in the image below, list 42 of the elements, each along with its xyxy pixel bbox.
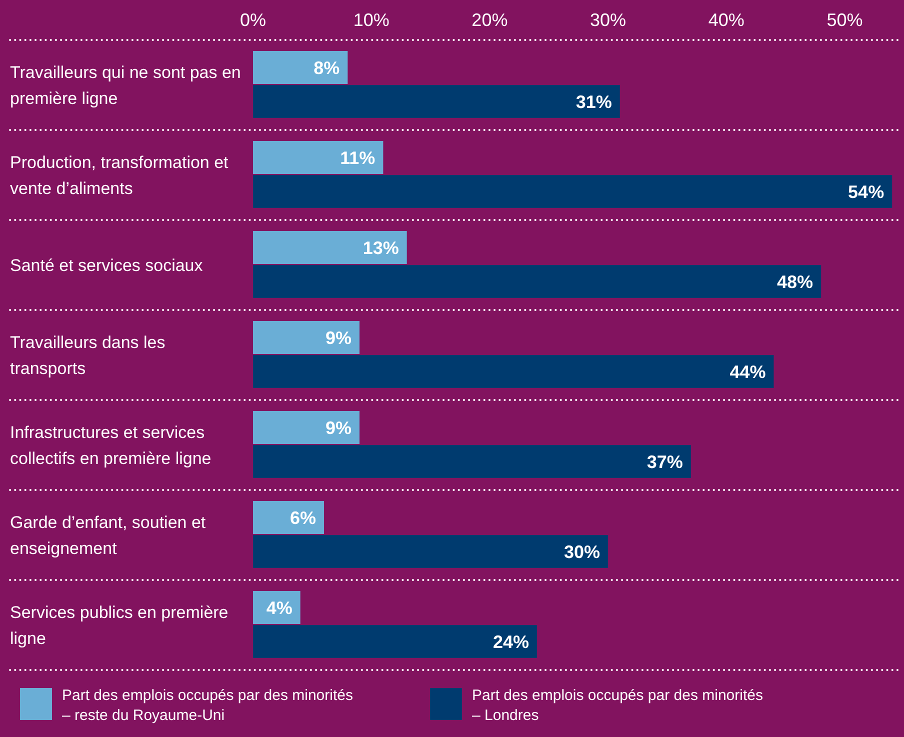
data-label: 31% — [576, 92, 612, 112]
data-label: 37% — [646, 452, 683, 472]
bar — [253, 51, 348, 84]
data-label: 9% — [326, 418, 352, 438]
y-tick-label: Services publics en première ligne — [10, 603, 228, 648]
bar — [253, 321, 360, 354]
data-label: 8% — [314, 58, 340, 78]
bar — [253, 625, 538, 658]
data-label: 11% — [340, 148, 376, 168]
y-tick-label: Travailleurs qui ne sont pas en première ligne — [10, 63, 241, 108]
x-tick-label: 30% — [590, 10, 626, 30]
y-tick-label: Travailleurs dans les transports — [10, 333, 166, 378]
x-tick-label: 50% — [826, 10, 863, 30]
data-label: 13% — [362, 238, 399, 258]
x-tick-label: 10% — [353, 10, 390, 30]
data-label: 48% — [777, 272, 814, 292]
bar — [253, 445, 691, 478]
y-tick-label: Santé et services sociaux — [10, 256, 204, 275]
x-tick-label: 40% — [708, 10, 744, 30]
data-label: 54% — [848, 182, 884, 202]
legend-label: Part des emplois occupés par des minorités – reste du Royaume-Uni — [62, 687, 353, 724]
legend-label: Part des emplois occupés par des minorités – Londres — [472, 687, 763, 724]
y-tick-label: Production, transformation et vente d’aliments — [10, 153, 229, 198]
bar — [253, 85, 620, 118]
data-label: 30% — [564, 542, 600, 562]
bar — [253, 141, 384, 174]
data-label: 6% — [290, 508, 316, 528]
bar — [253, 231, 407, 264]
bar — [253, 535, 608, 568]
x-tick-label: 20% — [472, 10, 508, 30]
data-label: 4% — [266, 598, 292, 618]
bar — [253, 175, 892, 208]
y-tick-label: Garde d’enfant, soutien et enseignement — [10, 513, 206, 558]
bar — [253, 355, 774, 388]
data-label: 24% — [493, 632, 530, 652]
data-label: 44% — [730, 362, 766, 382]
bar — [253, 501, 324, 534]
y-tick-label: Infrastructures et services collectifs en première ligne — [10, 423, 212, 468]
x-tick-label: 0% — [240, 10, 266, 30]
bar — [253, 411, 360, 444]
bar — [253, 265, 822, 298]
data-label: 9% — [326, 328, 352, 348]
